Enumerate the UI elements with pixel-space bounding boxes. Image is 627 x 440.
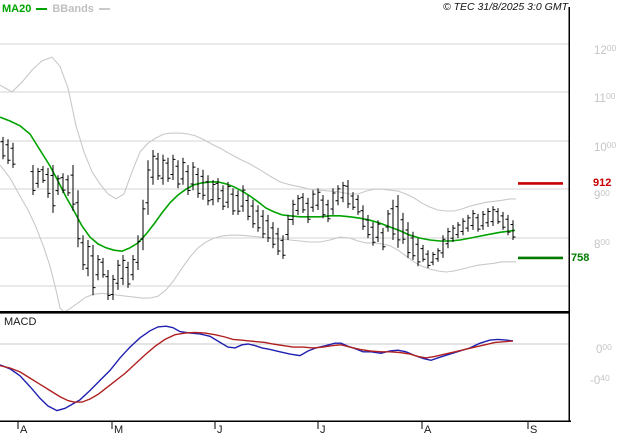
month-label: J bbox=[217, 424, 223, 436]
macd-panel-label: MACD bbox=[4, 316, 37, 328]
macd-axis-label: 000 bbox=[596, 342, 612, 356]
price-axis-label: 900 bbox=[594, 188, 610, 203]
ma20-line-swatch bbox=[36, 8, 48, 10]
price-axis-label: 1200 bbox=[594, 43, 617, 57]
month-label: J bbox=[320, 424, 326, 436]
macd-axis-label: -040 bbox=[590, 373, 610, 387]
legend: MA20 BBands bbox=[2, 3, 110, 15]
legend-ma20-label: MA20 bbox=[2, 3, 32, 15]
legend-bbands-label: BBands bbox=[52, 3, 94, 15]
resistance-level-label: 912 bbox=[593, 177, 612, 190]
ma20-line bbox=[0, 116, 516, 253]
price-axis-label: 800 bbox=[594, 236, 610, 251]
price-gridlines bbox=[0, 43, 569, 287]
copyright-text: © TEC 31/8/2025 3:0 GMT bbox=[442, 1, 568, 13]
bbands-line-swatch bbox=[98, 8, 110, 10]
panel-divider bbox=[0, 311, 569, 314]
month-label: S bbox=[530, 424, 538, 436]
macd-signal-slow bbox=[0, 331, 514, 403]
chart-frame bbox=[0, 7, 571, 429]
month-label: A bbox=[424, 424, 432, 436]
bband-upper-line bbox=[0, 56, 516, 212]
bband-lower-line bbox=[0, 164, 516, 311]
support-level-label: 758 bbox=[571, 251, 590, 264]
month-label: A bbox=[20, 424, 28, 436]
ohlc-bars bbox=[0, 136, 516, 300]
price-axis-label: 1100 bbox=[594, 91, 616, 106]
month-label: M bbox=[114, 424, 124, 436]
price-axis-label: 1000 bbox=[594, 139, 617, 154]
macd-line-fast bbox=[0, 325, 514, 412]
